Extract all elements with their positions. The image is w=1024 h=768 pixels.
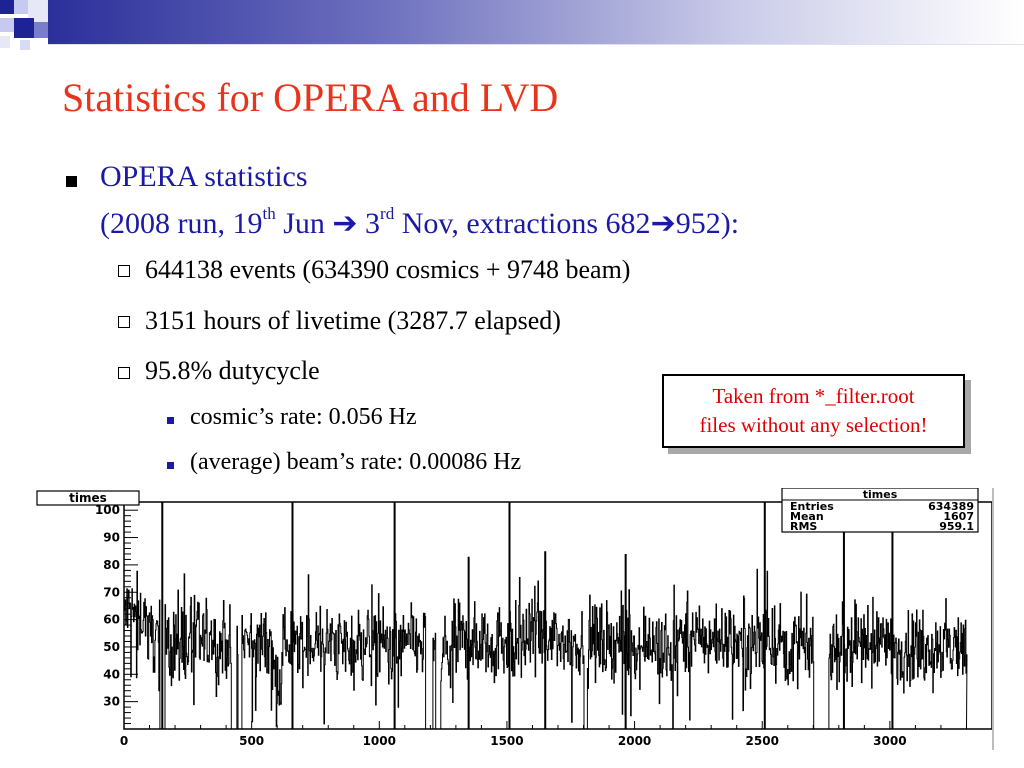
- stats-value-entries: 634389: [928, 500, 974, 513]
- stats-label-rms: RMS: [790, 520, 817, 533]
- x-tick-label: 500: [239, 734, 264, 748]
- y-tick-label: 50: [103, 640, 120, 654]
- note-line-2: files without any selection!: [699, 413, 928, 437]
- run-text-4: Nov, extractions 682: [394, 207, 651, 240]
- bullet-opera-statistics: OPERA statistics: [100, 160, 308, 193]
- item-livetime: 3151 hours of livetime (3287.7 elapsed): [145, 306, 561, 335]
- histogram-title: times: [69, 491, 107, 505]
- bullet-run-details: (2008 run, 19th Jun ➔ 3rd Nov, extractio…: [100, 204, 740, 241]
- bullet-marker: [66, 176, 77, 187]
- x-tick-label: 1000: [363, 734, 396, 748]
- run-text-3: 3: [357, 207, 381, 240]
- checkbox-bullet-icon: [118, 316, 130, 328]
- small-square-bullet-icon: [167, 417, 174, 424]
- note-box: Taken from *_filter.root files without a…: [662, 374, 965, 448]
- y-tick-label: 40: [103, 667, 120, 681]
- stats-value-mean: 1607: [943, 510, 974, 523]
- run-text-2: Jun: [275, 207, 333, 240]
- x-tick-label: 2000: [618, 734, 651, 748]
- plot-frame: [123, 501, 992, 730]
- stats-title: times: [863, 488, 898, 501]
- run-sup-rd: rd: [380, 204, 395, 223]
- stats-label-mean: Mean: [790, 510, 824, 523]
- x-tick-label: 0: [120, 734, 128, 748]
- item-events: 644138 events (634390 cosmics + 9748 bea…: [145, 255, 631, 284]
- item-beam-rate: (average) beam’s rate: 0.00086 Hz: [190, 449, 522, 475]
- stats-box: [781, 488, 979, 533]
- arrow-icon: ➔: [332, 207, 358, 240]
- y-tick-label: 90: [103, 531, 120, 545]
- divider-line: [992, 488, 994, 750]
- slide-title: Statistics for OPERA and LVD: [62, 75, 559, 120]
- y-tick-label: 80: [103, 558, 120, 572]
- stats-label-entries: Entries: [790, 500, 834, 513]
- item-dutycycle: 95.8% dutycycle: [145, 356, 320, 385]
- run-text-5: 952):: [675, 207, 740, 240]
- y-tick-label: 60: [103, 613, 120, 627]
- x-tick-label: 1500: [490, 734, 523, 748]
- y-tick-label: 70: [103, 585, 120, 599]
- run-text-1: (2008 run, 19: [100, 207, 263, 240]
- checkbox-bullet-icon: [118, 265, 130, 277]
- stats-value-rms: 959.1: [939, 520, 974, 533]
- x-tick-label: 2500: [746, 734, 779, 748]
- run-sup-th: th: [262, 204, 276, 223]
- checkbox-bullet-icon: [118, 367, 130, 379]
- y-tick-label: 100: [95, 503, 120, 517]
- item-cosmic-rate: cosmic’s rate: 0.056 Hz: [190, 404, 417, 430]
- x-tick-label: 3000: [873, 734, 906, 748]
- arrow-icon: ➔: [650, 207, 676, 240]
- histogram-line: [123, 568, 968, 730]
- y-tick-label: 30: [103, 695, 120, 709]
- histogram-title-box: [36, 490, 140, 506]
- small-square-bullet-icon: [167, 462, 174, 469]
- note-line-1: Taken from *_filter.root: [712, 384, 915, 408]
